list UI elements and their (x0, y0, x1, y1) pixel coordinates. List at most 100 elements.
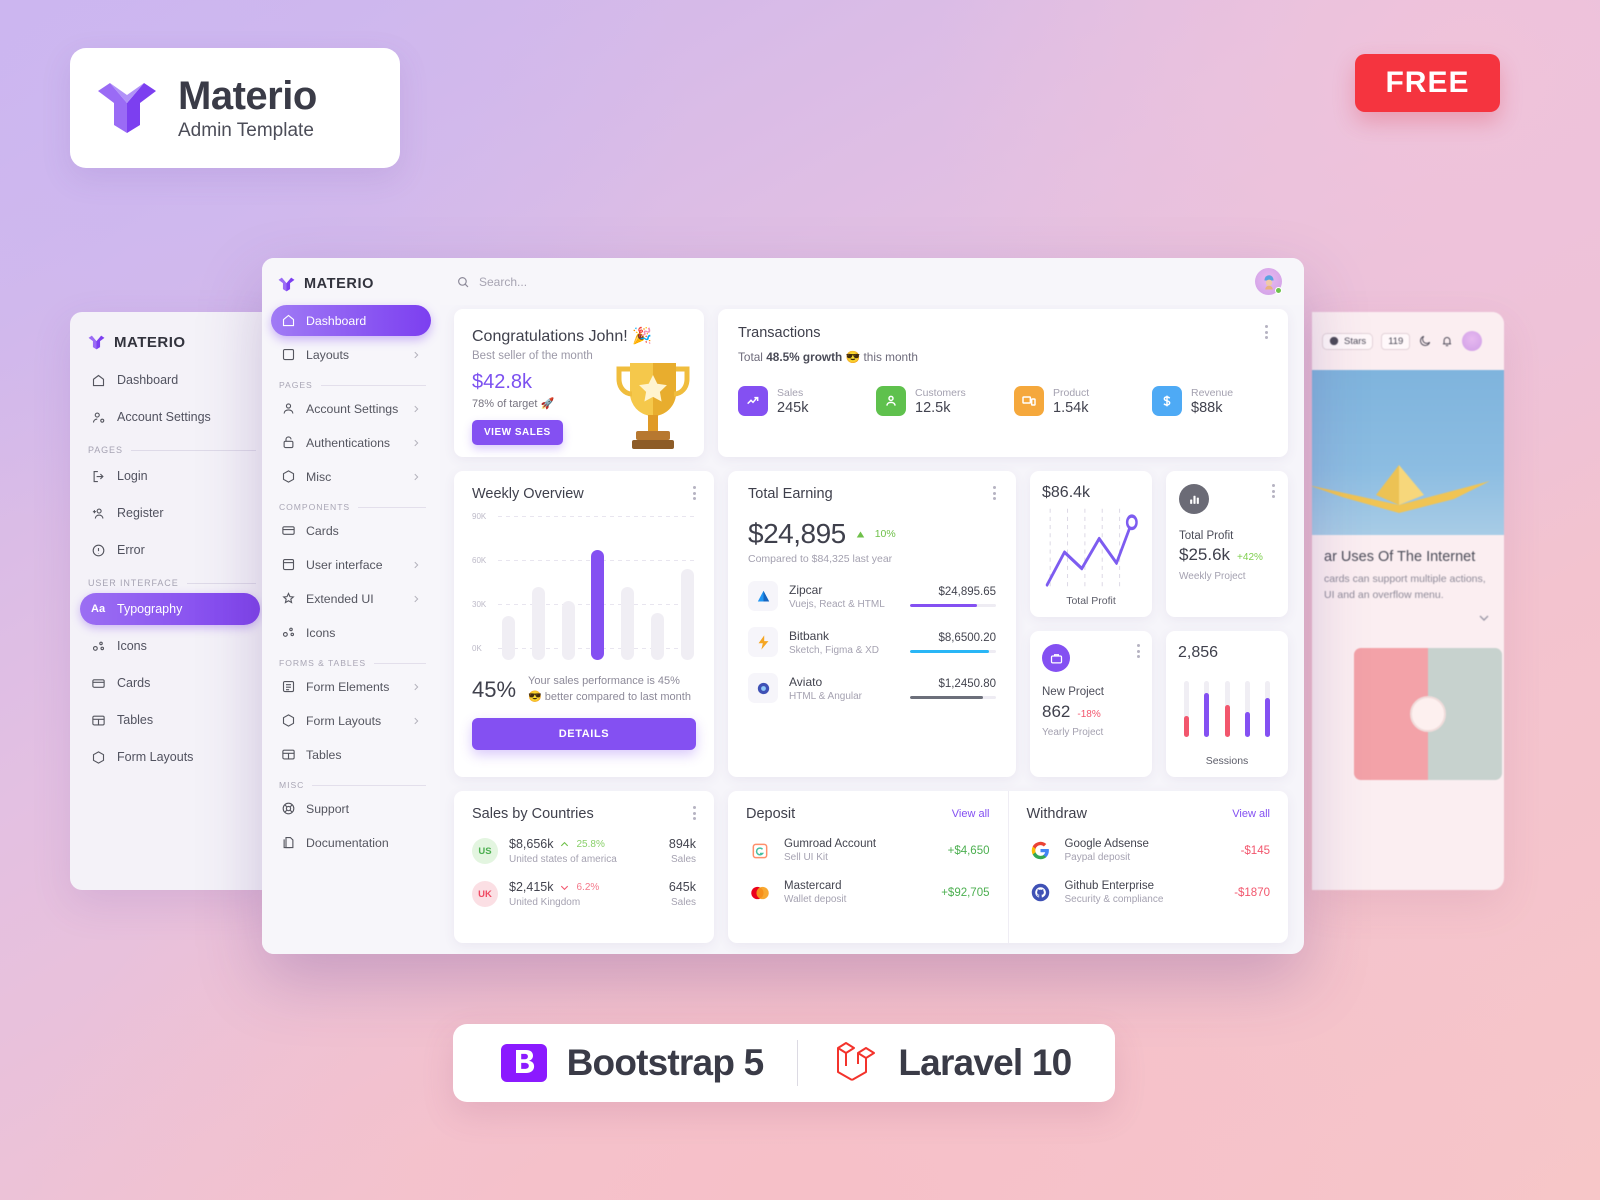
avatar[interactable] (1462, 331, 1483, 351)
back-sidebar-item-cards[interactable]: Cards (80, 667, 260, 699)
sidebar-item-extended-ui[interactable]: Extended UI (271, 583, 431, 614)
layout-icon (282, 558, 295, 571)
sidebar-item-form-layouts[interactable]: Form Layouts (271, 705, 431, 736)
total-earning-amount-row: $24,895 10% (748, 518, 996, 550)
github-stars-chip[interactable]: Stars (1322, 332, 1374, 350)
sales-by-countries-menu-icon[interactable] (693, 806, 696, 820)
stat-value: 12.5k (915, 399, 951, 416)
search-input[interactable]: Search... (456, 275, 1245, 289)
new-project-delta: -18% (1077, 709, 1101, 720)
earning-name: Zipcar (789, 582, 823, 597)
sidebar-item-authentications[interactable]: Authentications (271, 427, 431, 458)
session-bar-1 (1184, 680, 1189, 737)
square-icon (282, 348, 295, 361)
sidebar-item-documentation[interactable]: Documentation (271, 827, 431, 858)
bell-icon[interactable] (1440, 334, 1454, 348)
view-sales-button[interactable]: VIEW SALES (472, 420, 563, 445)
bar-chart-icon (1179, 484, 1209, 514)
section-label: USER INTERFACE (88, 578, 179, 588)
dollar-icon (1152, 386, 1182, 416)
bootstrap-label: Bootstrap 5 (566, 1042, 765, 1083)
card-icon (92, 678, 105, 688)
transactions-menu-icon[interactable] (1265, 325, 1268, 339)
new-project-card: New Project 862 -18% Yearly Project (1030, 631, 1152, 777)
sessions-caption: Sessions (1205, 755, 1249, 767)
stat-label: Customers (915, 386, 966, 399)
sidebar-brand[interactable]: MATERIO (262, 272, 440, 302)
file-icon (283, 836, 294, 849)
chevron-right-icon (414, 405, 419, 412)
total-earning-delta: 10% (874, 528, 896, 540)
total-earning-menu-icon[interactable] (993, 486, 996, 500)
sidebar-item-label: Tables (306, 747, 342, 762)
weekly-overview-menu-icon[interactable] (693, 486, 696, 500)
back-sidebar-item-register[interactable]: Register (80, 497, 260, 529)
sidebar-item-dashboard[interactable]: Dashboard (271, 305, 431, 336)
sidebar-item-support[interactable]: Support (271, 793, 431, 824)
sidebar-item-cards[interactable]: Cards (271, 515, 431, 546)
alarm-clock-icon (1410, 695, 1446, 732)
total-profit-menu-icon[interactable] (1272, 484, 1275, 498)
sidebar-item-icons[interactable]: Icons (271, 617, 431, 648)
sidebar-item-layouts[interactable]: Layouts (271, 339, 431, 370)
chevron-right-icon (414, 561, 419, 568)
sidebar: MATERIO Dashboard Layouts PAGES Account … (262, 258, 440, 954)
deposit-sub: Sell UI Kit (784, 852, 828, 863)
country-amount: $8,656k (509, 837, 554, 851)
deposit-name: Mastercard (784, 880, 842, 892)
back-sidebar-item-typography[interactable]: Aa Typography (80, 593, 260, 625)
total-profit-card: Total Profit $25.6k +42% Weekly Project (1166, 471, 1288, 617)
session-bar-3 (1224, 680, 1230, 737)
back-sidebar-label: Account Settings (117, 410, 211, 424)
withdraw-view-all-link[interactable]: View all (1232, 808, 1270, 820)
sidebar-item-label: Account Settings (306, 401, 399, 416)
new-project-menu-icon[interactable] (1137, 644, 1140, 658)
sessions-value: 2,856 (1178, 644, 1219, 661)
new-project-value: 862 (1042, 702, 1071, 721)
back-sidebar-item-login[interactable]: Login (80, 460, 260, 492)
sidebar-item-label: Extended UI (306, 591, 374, 606)
congratulations-card: Congratulations John! 🎉 Best seller of t… (454, 309, 704, 457)
back-sidebar-item-error[interactable]: Error (80, 534, 260, 566)
home-icon (282, 314, 295, 327)
sidebar-item-tables[interactable]: Tables (271, 739, 431, 770)
earning-progress-track (910, 695, 996, 699)
back-sidebar-item-tables[interactable]: Tables (80, 704, 260, 736)
avatar[interactable] (1255, 268, 1282, 295)
box-icon (282, 714, 295, 727)
deposit-view-all-link[interactable]: View all (951, 808, 990, 820)
bar-mon (502, 616, 515, 660)
sidebar-item-account-settings[interactable]: Account Settings (271, 393, 431, 424)
back-sidebar-label: Dashboard (117, 373, 179, 387)
sidebar-item-user-interface[interactable]: User interface (271, 549, 431, 580)
sidebar-item-misc[interactable]: Misc (271, 461, 431, 492)
alert-circle-icon (92, 544, 105, 556)
sidebar-item-label: Form Elements (306, 679, 390, 694)
earning-item-aviato: Aviato HTML & Angular $1,2450.80 (748, 673, 996, 703)
user-plus-icon (92, 507, 104, 519)
moon-icon[interactable] (1418, 334, 1432, 348)
sidebar-section-pages: PAGES (279, 380, 426, 390)
sidebar-item-form-elements[interactable]: Form Elements (271, 671, 431, 702)
withdraw-sub: Paypal deposit (1064, 852, 1131, 863)
back-sidebar-item-account-settings[interactable]: Account Settings (80, 401, 260, 433)
github-icon (1329, 336, 1339, 346)
deposit-amount: +$92,705 (941, 886, 990, 899)
deposit-withdraw-card: Deposit View all Gumroad Account Sell UI… (728, 791, 1288, 943)
back-sidebar-item-dashboard[interactable]: Dashboard (80, 364, 260, 396)
small-cards-column-a: $86.4k (1030, 471, 1152, 777)
back-sidebar-label: Login (117, 469, 148, 483)
online-status-dot (1275, 287, 1282, 294)
details-button[interactable]: DETAILS (472, 717, 696, 750)
back-sidebar-item-form-layouts[interactable]: Form Layouts (80, 741, 260, 773)
back-right-hero-image (1312, 370, 1504, 535)
back-right-topbar: Stars 119 (1312, 312, 1504, 370)
sparkline-chart (1045, 508, 1138, 591)
country-row-us: US $8,656k 25.8% United states of americ… (472, 837, 696, 865)
back-sidebar-section-pages: PAGES (88, 445, 256, 455)
back-sidebar-item-icons[interactable]: Icons (80, 630, 260, 662)
chevron-down-icon[interactable] (1476, 610, 1492, 626)
materio-logo-badge: Materio Admin Template (70, 48, 400, 168)
new-project-label: New Project (1042, 686, 1104, 698)
bar-wed (561, 601, 575, 660)
